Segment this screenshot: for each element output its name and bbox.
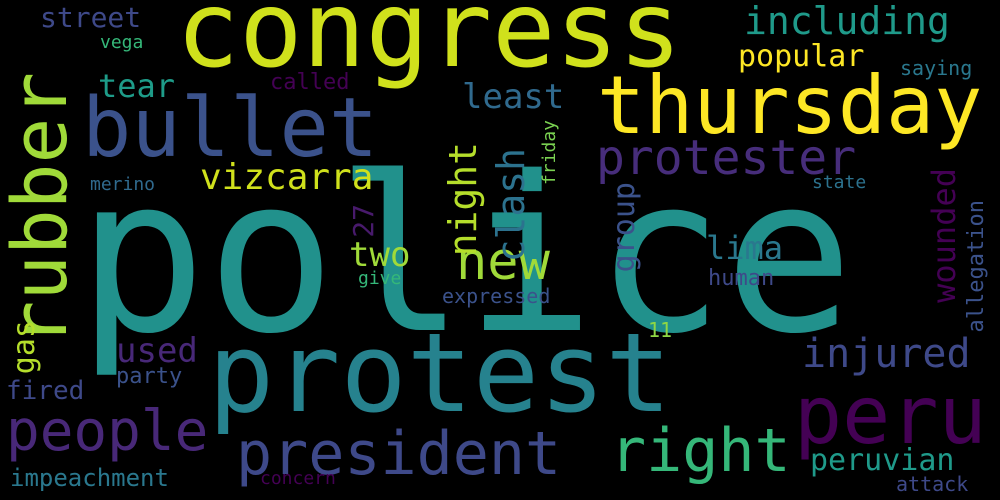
word-allegation: allegation (964, 200, 989, 333)
word-gas: gas (7, 320, 42, 375)
word-tear: tear (98, 67, 176, 105)
word-people: people (6, 399, 209, 464)
word-concern: concern (260, 468, 336, 489)
word-right: right (610, 416, 791, 486)
word-police: police (77, 130, 854, 381)
word-thursday: thursday (597, 59, 983, 152)
word-wounded: wounded (925, 168, 963, 303)
word-called: called (270, 70, 350, 95)
word-clash: clash (489, 148, 533, 263)
word-congress: congress (176, 0, 682, 91)
word-night: night (441, 142, 485, 257)
word-peru: peru (794, 369, 987, 462)
word-street: street (40, 1, 142, 34)
word-merino: merino (90, 174, 156, 195)
word-protester: protester (596, 130, 857, 186)
word-fired: fired (6, 376, 85, 406)
word-bullet: bullet (82, 81, 379, 176)
word-lima: lima (706, 229, 784, 267)
word-vizcarra: vizcarra (200, 157, 374, 198)
word-least: least (462, 77, 565, 117)
word-used: used (116, 331, 198, 371)
word-27: 27 (347, 204, 380, 238)
word-expressed: expressed (442, 284, 551, 308)
word-11: 11 (648, 318, 673, 342)
word-party: party (116, 364, 183, 389)
word-give: give (358, 268, 402, 289)
word-vega: vega (100, 32, 144, 53)
word-popular: popular (738, 39, 865, 74)
word-president: president (236, 419, 562, 489)
word-impeachment: impeachment (10, 464, 169, 492)
word-friday: friday (539, 120, 560, 186)
word-peruvian: peruvian (810, 443, 955, 478)
word-new: new (456, 232, 550, 292)
word-human: human (708, 266, 775, 291)
word-two: two (349, 235, 411, 275)
word-attack: attack (896, 472, 969, 496)
word-state: state (812, 172, 867, 193)
word-including: including (744, 0, 950, 43)
word-group: group (607, 182, 642, 273)
word-injured: injured (802, 331, 971, 377)
word-rubber: rubber (0, 72, 84, 347)
word-protest: protest (208, 309, 672, 437)
word-saying: saying (900, 56, 973, 80)
